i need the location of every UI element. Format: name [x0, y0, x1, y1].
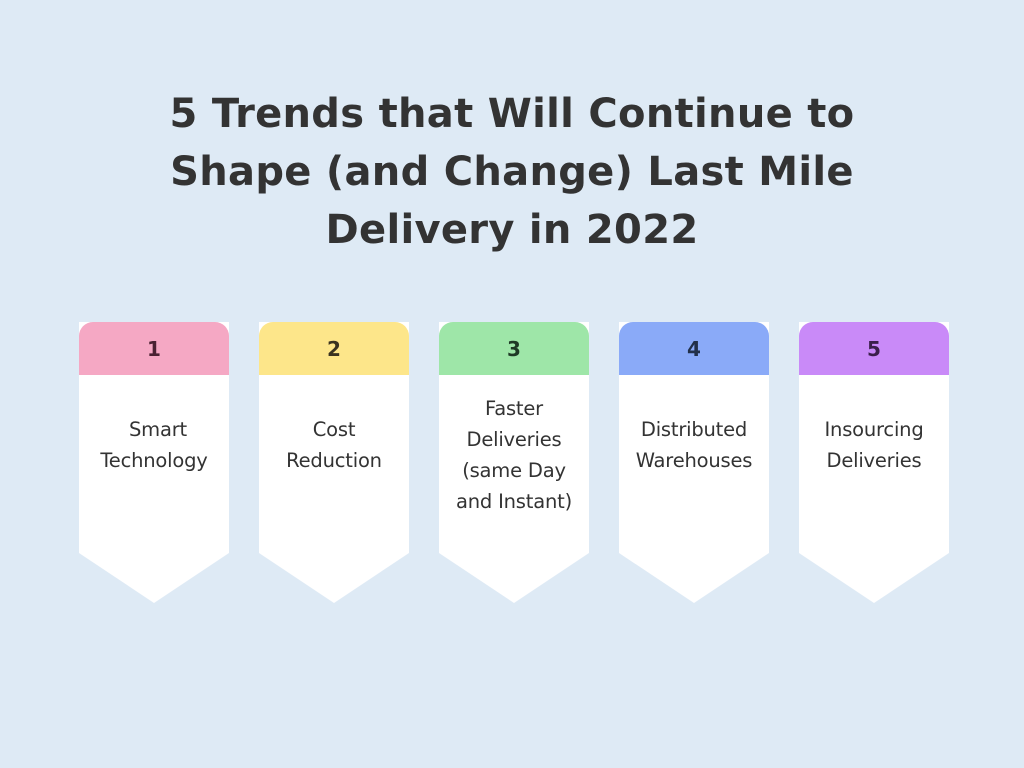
trend-number: 1 — [147, 336, 161, 361]
trend-label: Smart Technology — [79, 414, 229, 476]
trend-card-1: 1 Smart Technology — [79, 322, 229, 603]
trend-number: 4 — [687, 336, 701, 361]
title-line-3: Delivery in 2022 — [325, 206, 699, 253]
trend-number: 3 — [507, 336, 521, 361]
card-header: 4 — [619, 322, 769, 375]
trend-label-line: Deliveries — [826, 449, 922, 472]
card-header: 1 — [79, 322, 229, 375]
trend-label: Distributed Warehouses — [619, 414, 769, 476]
trend-card-2: 2 Cost Reduction — [259, 322, 409, 603]
trend-card-3: 3 Faster Deliveries (same Day and Instan… — [439, 322, 589, 603]
trend-label: Insourcing Deliveries — [799, 414, 949, 476]
page-title: 5 Trends that Will Continue to Shape (an… — [0, 85, 1024, 259]
trend-label-line: Warehouses — [635, 449, 753, 472]
trend-number: 5 — [867, 336, 881, 361]
trend-label-line: Faster — [485, 397, 543, 420]
trend-label: Cost Reduction — [259, 414, 409, 476]
trend-label-line: Technology — [100, 449, 208, 472]
title-line-1: 5 Trends that Will Continue to — [169, 90, 855, 137]
card-header: 5 — [799, 322, 949, 375]
card-header: 2 — [259, 322, 409, 375]
trend-card-5: 5 Insourcing Deliveries — [799, 322, 949, 603]
trend-label-line: Reduction — [286, 449, 382, 472]
trend-label-line: Deliveries — [466, 428, 562, 451]
trend-label: Faster Deliveries (same Day and Instant) — [439, 393, 589, 517]
trend-card-4: 4 Distributed Warehouses — [619, 322, 769, 603]
trend-label-line: (same Day — [462, 459, 566, 482]
trend-label-line: Smart — [129, 418, 187, 441]
card-header: 3 — [439, 322, 589, 375]
trend-label-line: Distributed — [640, 418, 748, 441]
title-line-2: Shape (and Change) Last Mile — [170, 148, 854, 195]
trend-number: 2 — [327, 336, 341, 361]
trend-label-line: Insourcing — [824, 418, 924, 441]
trend-label-line: Cost — [312, 418, 356, 441]
trend-label-line: and Instant) — [456, 490, 572, 513]
